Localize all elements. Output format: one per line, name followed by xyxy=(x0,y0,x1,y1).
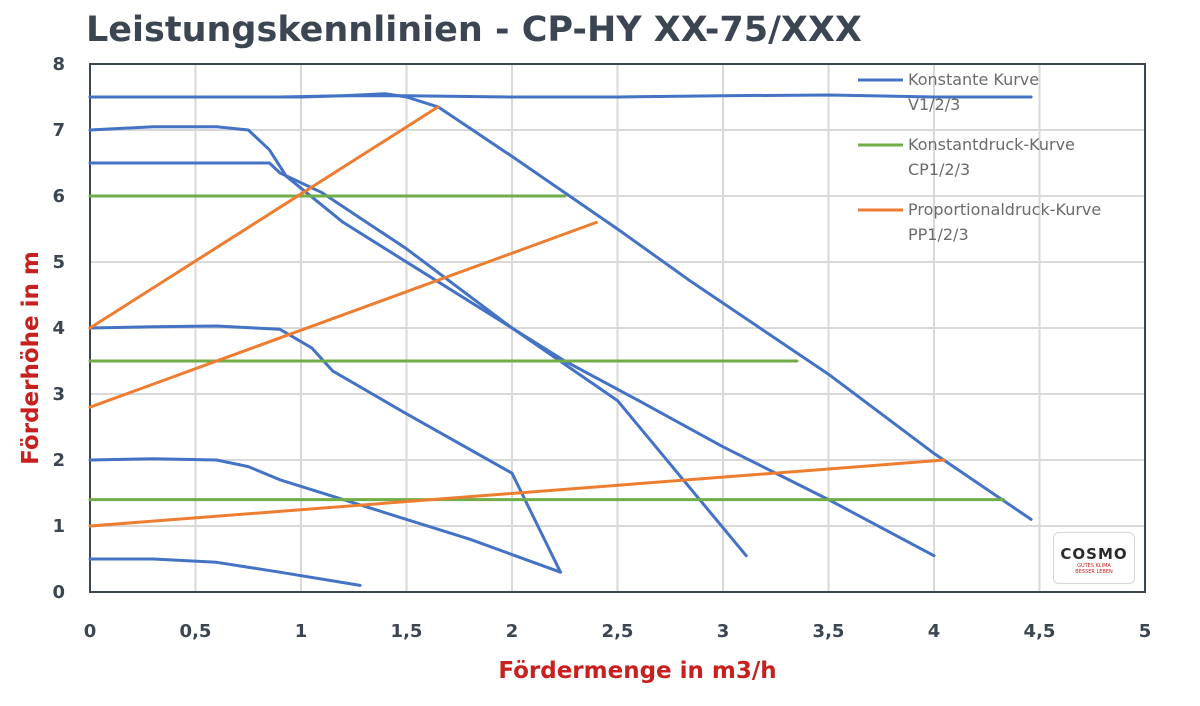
y-tick-label: 1 xyxy=(52,516,65,537)
x-tick-label: 1 xyxy=(295,621,308,642)
x-tick-label: 3 xyxy=(717,621,730,642)
chart-title: Leistungskennlinien - CP-HY XX-75/XXX xyxy=(86,10,862,50)
y-axis-label: Förderhöhe in m xyxy=(18,251,44,465)
x-tick-label: 4 xyxy=(928,621,941,642)
series-line-proportional_pressure xyxy=(88,458,946,528)
y-tick-label: 5 xyxy=(52,252,65,273)
series-line-constant xyxy=(88,92,1033,521)
series-line-constant xyxy=(88,457,562,574)
series-line-constant xyxy=(88,557,362,587)
y-tick-label: 0 xyxy=(52,582,65,603)
series-line-proportional_pressure xyxy=(88,105,440,330)
logo-sub-text-1: GUTES KLIMA xyxy=(1077,563,1111,569)
x-tick-label: 0 xyxy=(84,621,97,642)
x-tick-label: 2 xyxy=(506,621,519,642)
y-tick-label: 4 xyxy=(52,318,65,339)
legend-label: Konstantdruck-Kurve xyxy=(908,135,1075,154)
y-tick-label: 6 xyxy=(52,186,65,207)
legend-label: Konstante Kurve xyxy=(908,70,1039,89)
cosmo-logo: COSMO GUTES KLIMA BESSER LEBEN xyxy=(1053,532,1135,584)
y-tick-label: 3 xyxy=(52,384,65,405)
x-tick-label: 4,5 xyxy=(1024,621,1056,642)
legend-sublabel: PP1/2/3 xyxy=(908,225,969,244)
logo-main-text: COSMO xyxy=(1060,545,1128,563)
x-tick-label: 3,5 xyxy=(813,621,845,642)
legend-sublabel: V1/2/3 xyxy=(908,95,960,114)
legend-sublabel: CP1/2/3 xyxy=(908,160,970,179)
x-tick-label: 0,5 xyxy=(180,621,212,642)
y-tick-label: 7 xyxy=(52,120,65,141)
legend-label: Proportionaldruck-Kurve xyxy=(908,200,1101,219)
x-axis-label: Fördermenge in m3/h xyxy=(498,658,776,684)
y-tick-label: 8 xyxy=(52,54,65,75)
series-line-proportional_pressure xyxy=(88,220,598,409)
x-tick-label: 5 xyxy=(1139,621,1152,642)
series-line-constant xyxy=(88,161,748,558)
y-tick-label: 2 xyxy=(52,450,65,471)
x-tick-label: 2,5 xyxy=(602,621,634,642)
series-line-constant xyxy=(88,324,562,574)
logo-sub-text-2: BESSER LEBEN xyxy=(1075,569,1113,575)
series-line-constant xyxy=(88,125,936,558)
x-tick-label: 1,5 xyxy=(391,621,423,642)
